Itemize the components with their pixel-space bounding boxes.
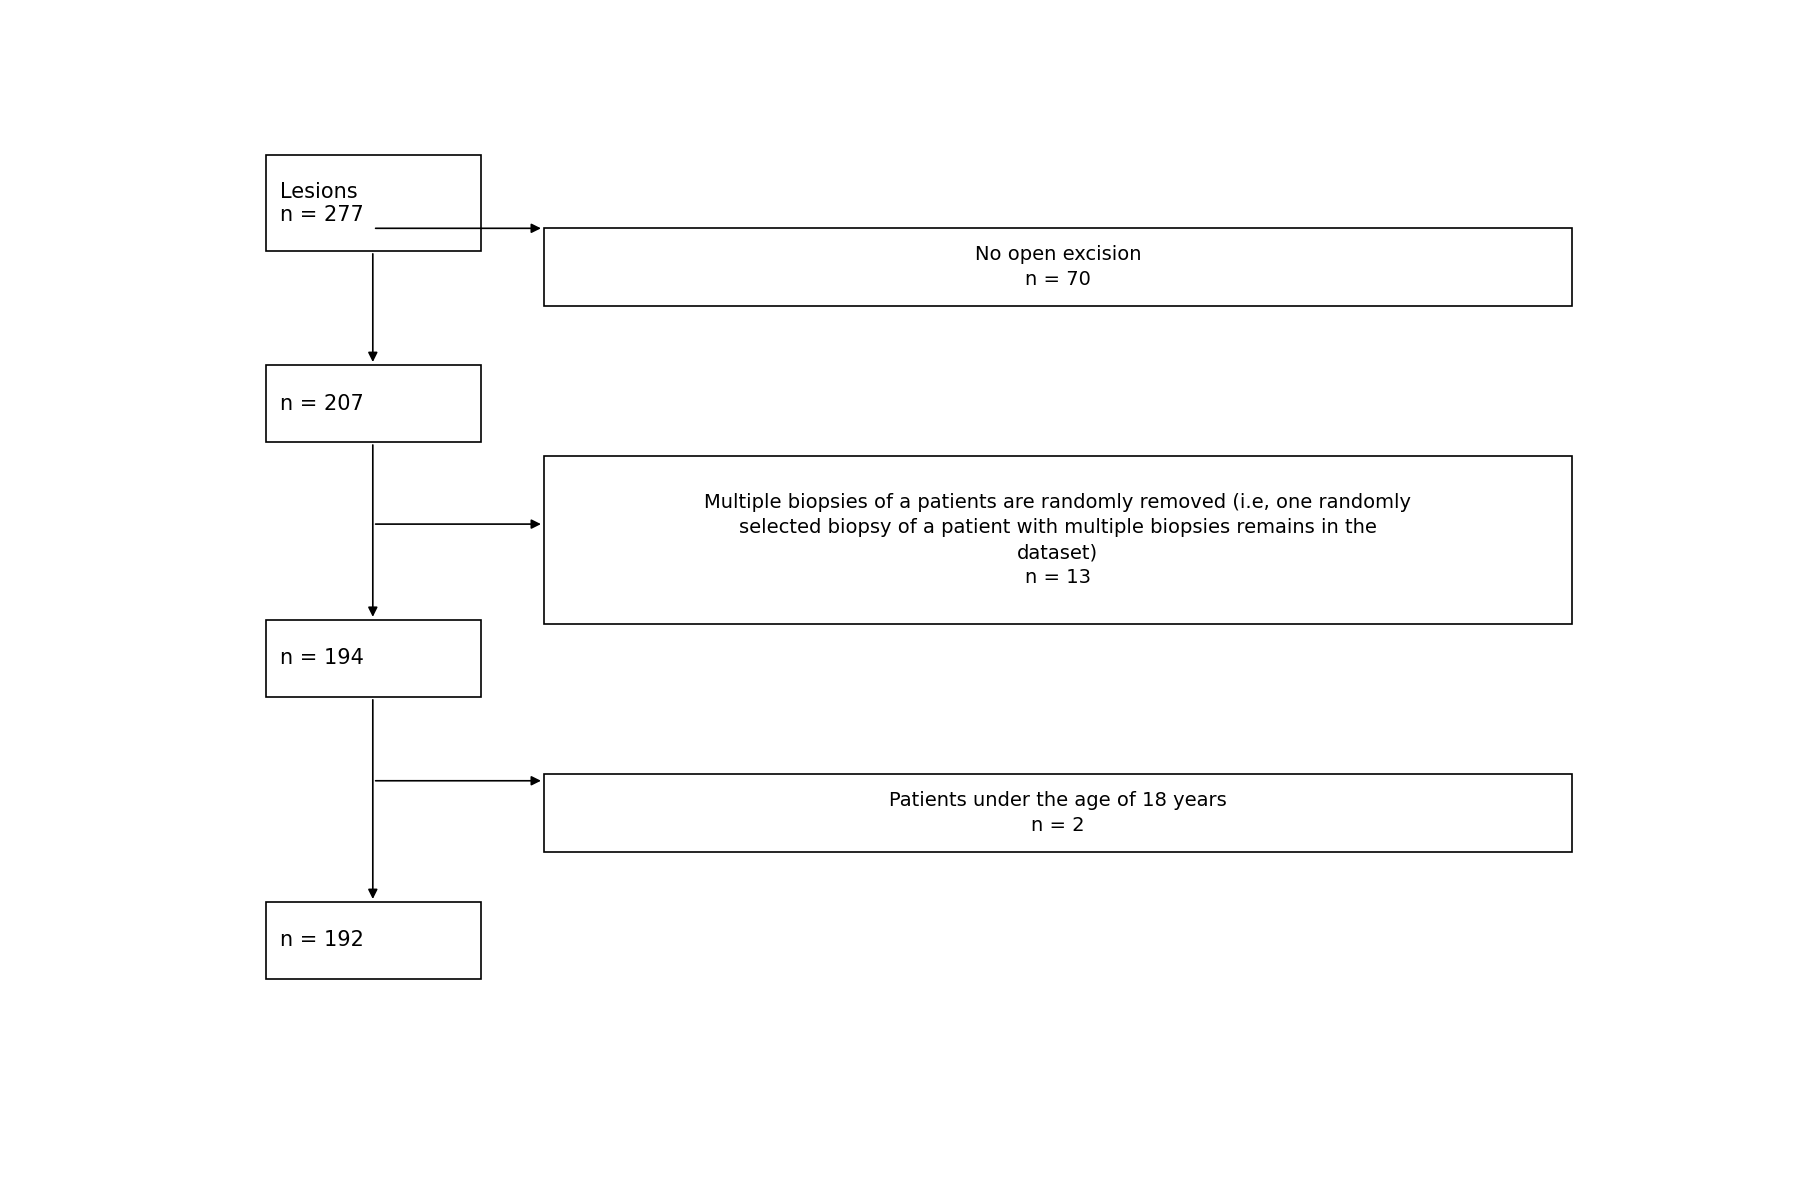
- Text: Lesions
n = 277: Lesions n = 277: [280, 182, 364, 225]
- Bar: [265, 365, 481, 442]
- Text: n = 192: n = 192: [280, 930, 364, 950]
- Bar: [543, 456, 1572, 624]
- Text: Multiple biopsies of a patients are randomly removed (i.e, one randomly
selected: Multiple biopsies of a patients are rand…: [705, 493, 1411, 587]
- Bar: [265, 619, 481, 697]
- Text: n = 194: n = 194: [280, 649, 364, 668]
- Bar: [265, 902, 481, 979]
- Bar: [543, 774, 1572, 852]
- Bar: [265, 156, 481, 251]
- Text: Patients under the age of 18 years
n = 2: Patients under the age of 18 years n = 2: [889, 791, 1226, 834]
- Text: n = 207: n = 207: [280, 394, 364, 414]
- Text: No open excision
n = 70: No open excision n = 70: [975, 245, 1140, 288]
- Bar: [543, 228, 1572, 306]
